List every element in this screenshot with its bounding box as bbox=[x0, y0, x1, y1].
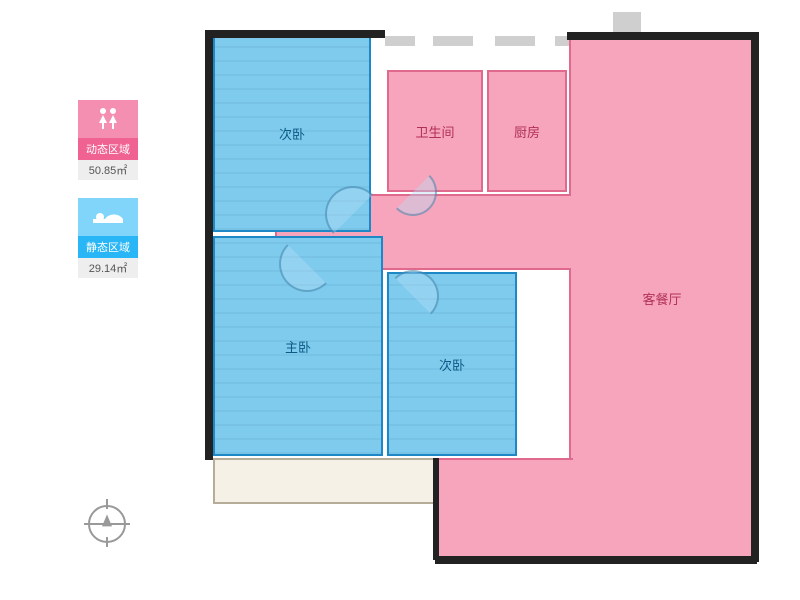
room-label: 主卧 bbox=[285, 337, 311, 356]
legend-label-dynamic: 动态区域 bbox=[78, 138, 138, 160]
room-kitchen: 厨房 bbox=[487, 70, 567, 192]
room-living-ext bbox=[437, 458, 573, 560]
legend: 动态区域 50.85㎡ 静态区域 29.14㎡ bbox=[78, 100, 148, 296]
beam bbox=[385, 36, 415, 46]
compass-icon bbox=[88, 505, 126, 543]
legend-label-static: 静态区域 bbox=[78, 236, 138, 258]
room-bed2-bottom: 次卧 bbox=[387, 272, 517, 456]
people-icon bbox=[78, 100, 138, 138]
beam bbox=[613, 12, 641, 32]
room-label: 客餐厅 bbox=[642, 289, 681, 308]
floor-plan: 客餐厅 卫生间 厨房 次卧 主卧 次卧 bbox=[205, 12, 770, 582]
wall bbox=[205, 30, 385, 38]
legend-value-static: 29.14㎡ bbox=[78, 258, 138, 278]
balcony bbox=[213, 458, 435, 504]
wall bbox=[567, 32, 757, 40]
sleep-icon bbox=[78, 198, 138, 236]
wall bbox=[205, 30, 213, 460]
beam bbox=[433, 36, 473, 46]
legend-item-dynamic: 动态区域 50.85㎡ bbox=[78, 100, 138, 180]
room-bath: 卫生间 bbox=[387, 70, 483, 192]
wall bbox=[433, 458, 439, 560]
room-label: 次卧 bbox=[439, 355, 465, 374]
wall bbox=[435, 556, 757, 564]
legend-item-static: 静态区域 29.14㎡ bbox=[78, 198, 138, 278]
legend-value-dynamic: 50.85㎡ bbox=[78, 160, 138, 180]
room-label: 次卧 bbox=[279, 124, 305, 143]
wall bbox=[751, 32, 759, 562]
room-living: 客餐厅 bbox=[569, 36, 755, 560]
room-label: 卫生间 bbox=[415, 122, 454, 141]
room-label: 厨房 bbox=[514, 122, 540, 141]
beam bbox=[495, 36, 535, 46]
